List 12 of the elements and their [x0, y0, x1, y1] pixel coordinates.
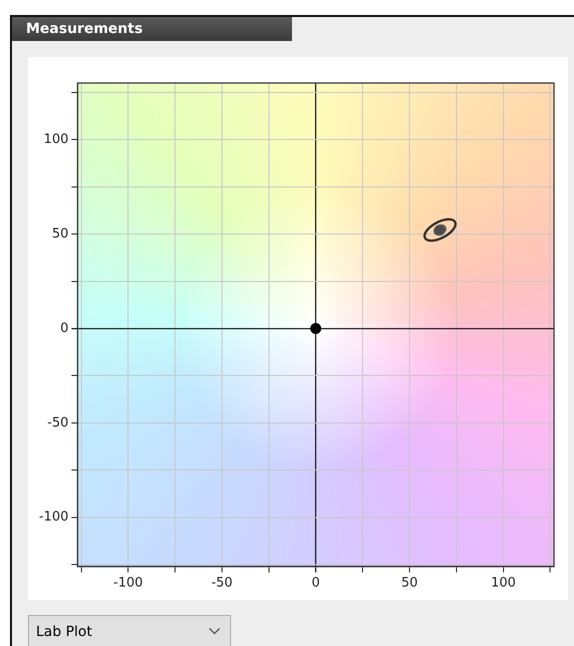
- y-tick-label: -100: [38, 510, 69, 525]
- text: Lab Plot: [36, 624, 92, 640]
- y-tick-label: 50: [52, 226, 69, 242]
- y-tick-label: -50: [47, 415, 69, 430]
- x-tick-label: -100: [113, 576, 143, 591]
- x-tick-label: 0: [312, 576, 320, 591]
- y-tick-label: 0: [60, 320, 69, 336]
- x-tick-label: -50: [211, 576, 233, 591]
- x-tick-label: 100: [490, 576, 516, 591]
- y-tick-label: 100: [44, 132, 69, 148]
- x-tick-label: 50: [401, 576, 418, 591]
- chart-title: Measurements: [12, 17, 292, 41]
